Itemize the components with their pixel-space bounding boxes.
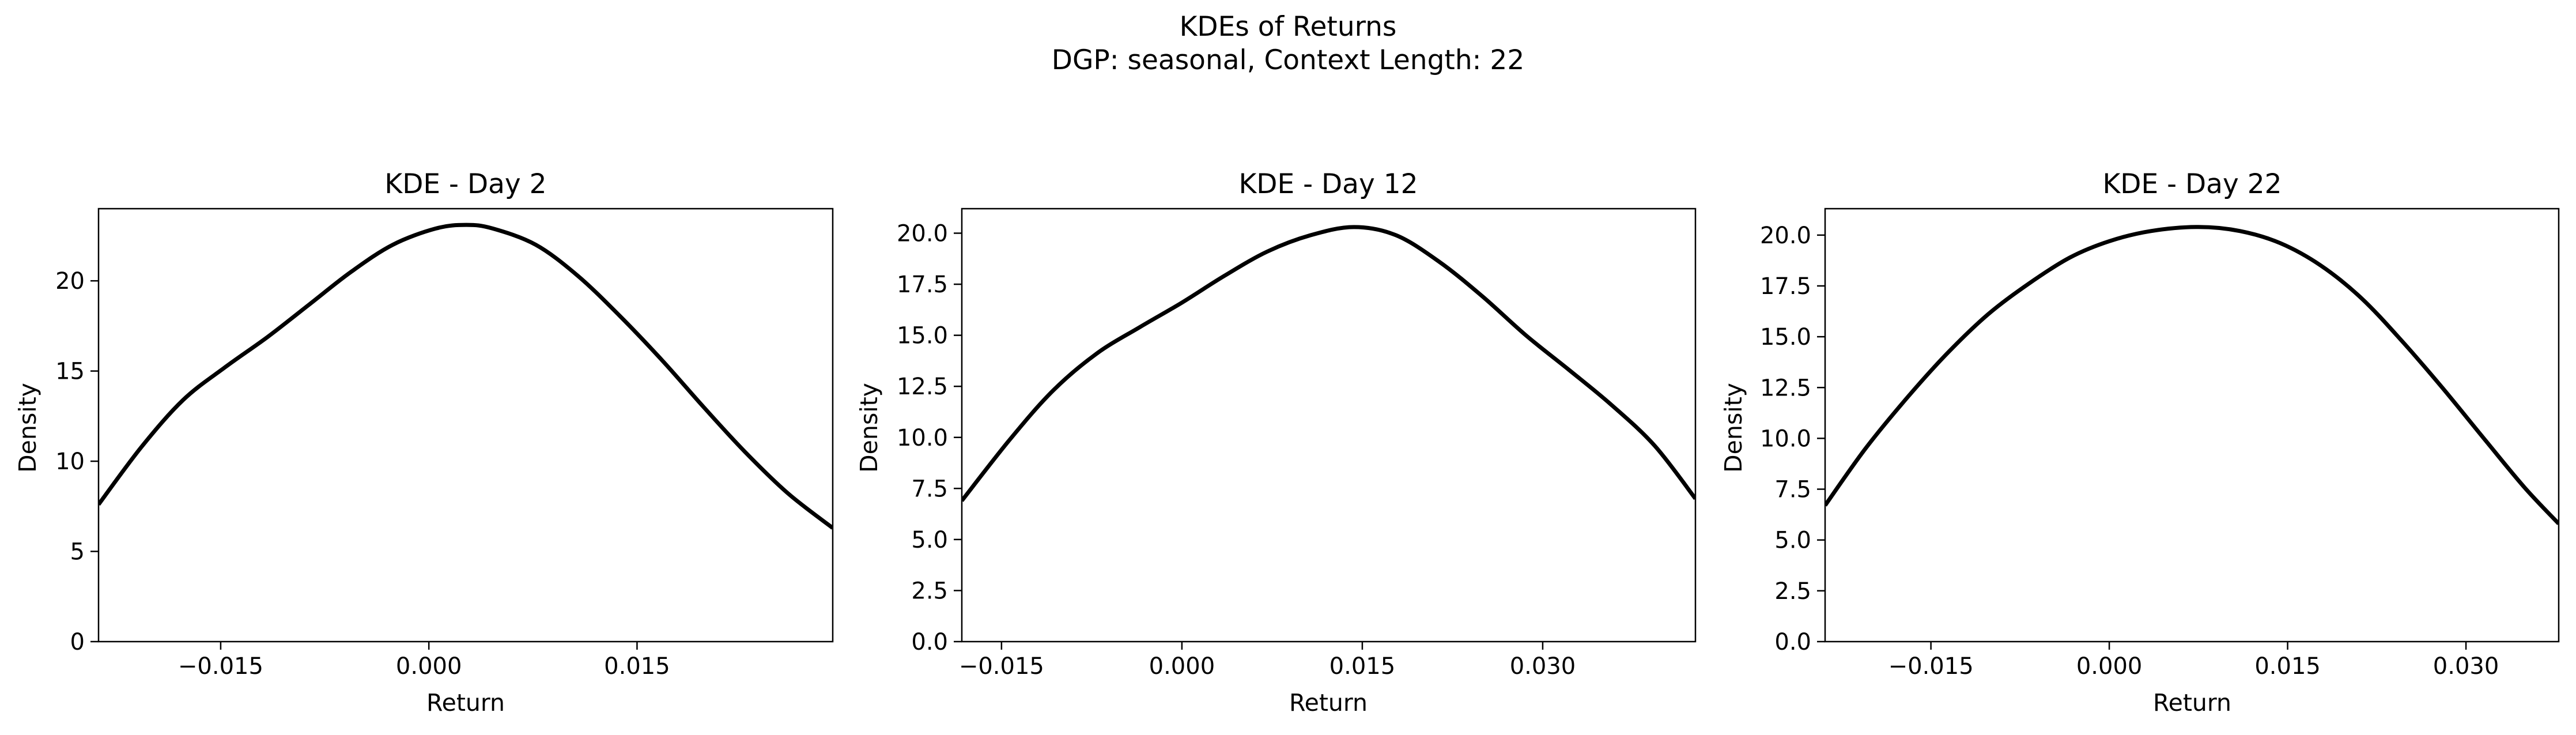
y-axis-label: Density [1720, 383, 1747, 473]
y-tick-label: 17.5 [1760, 273, 1811, 300]
density-curve [99, 223, 833, 530]
panel-day-12: KDE - Day 12 Return Density −0.015 0.000 0… [855, 168, 1697, 717]
y-tick-label: 15.0 [1760, 324, 1811, 350]
y-tick-label: 20 [55, 268, 85, 295]
x-tick-label: 0.000 [1149, 653, 1215, 680]
y-tick-label: 10.0 [1760, 425, 1811, 452]
x-tick-label: 0.015 [604, 653, 670, 680]
y-tick-label: 5.0 [911, 527, 948, 553]
y-tick-label: 20.0 [1760, 223, 1811, 249]
figure-title: KDEs of Returns [1180, 11, 1397, 43]
panel-day-2: KDE - Day 2 Return Density −0.015 0.000 0.… [14, 168, 834, 717]
y-tick-label: 15.0 [897, 323, 948, 349]
plot-area: −0.015 0.000 0.015 0.030 0.0 2.5 5.0 7.5 10.0 12.… [897, 208, 1697, 680]
panel-title: KDE - Day 12 [1238, 168, 1418, 200]
x-tick-label: 0.015 [1329, 653, 1396, 680]
y-tick-label: 2.5 [1774, 578, 1811, 605]
y-tick-label: 15 [55, 359, 85, 385]
y-tick-label: 0 [70, 629, 85, 655]
y-axis-label: Density [14, 383, 41, 473]
y-tick-label: 12.5 [1760, 375, 1811, 401]
panel-day-22: KDE - Day 22 Return Density −0.015 0.000 0… [1720, 168, 2560, 717]
y-tick-label: 10 [55, 448, 85, 475]
figure-subtitle: DGP: seasonal, Context Length: 22 [1052, 44, 1524, 76]
y-tick-label: 7.5 [1774, 477, 1811, 503]
x-axis-label: Return [426, 689, 505, 717]
axes-frame [961, 208, 1697, 643]
axes-frame [97, 208, 834, 643]
x-axis-label: Return [1289, 689, 1368, 717]
density-curve [1825, 225, 2559, 525]
y-tick-label: 0.0 [1774, 629, 1811, 655]
plot-area: −0.015 0.000 0.015 0.030 0.0 2.5 5.0 7.5 10.0 12.… [1760, 208, 2560, 680]
x-axis-label: Return [2153, 689, 2231, 717]
y-tick-label: 7.5 [911, 476, 948, 502]
x-tick-label: 0.030 [1510, 653, 1576, 680]
panel-title: KDE - Day 22 [2102, 168, 2282, 200]
x-tick-label: 0.000 [396, 653, 462, 680]
axes-frame [1824, 208, 2560, 643]
y-tick-label: 2.5 [911, 578, 948, 604]
plot-area: −0.015 0.000 0.015 0 5 10 15 20 [55, 208, 834, 680]
y-tick-label: 5.0 [1774, 527, 1811, 554]
x-tick-label: 0.030 [2433, 653, 2499, 680]
y-tick-label: 17.5 [897, 272, 948, 298]
density-curve [962, 225, 1695, 502]
y-tick-label: 5 [70, 539, 85, 566]
x-tick-label: −0.015 [959, 653, 1044, 680]
y-tick-label: 0.0 [911, 629, 948, 655]
x-tick-label: −0.015 [178, 653, 263, 680]
panel-title: KDE - Day 2 [384, 168, 546, 200]
y-axis-label: Density [855, 383, 883, 473]
x-tick-label: 0.015 [2254, 653, 2321, 680]
y-tick-label: 20.0 [897, 221, 948, 247]
x-tick-label: 0.000 [2076, 653, 2143, 680]
y-tick-label: 12.5 [897, 374, 948, 400]
x-tick-label: −0.015 [1888, 653, 1974, 680]
y-tick-label: 10.0 [897, 425, 948, 451]
